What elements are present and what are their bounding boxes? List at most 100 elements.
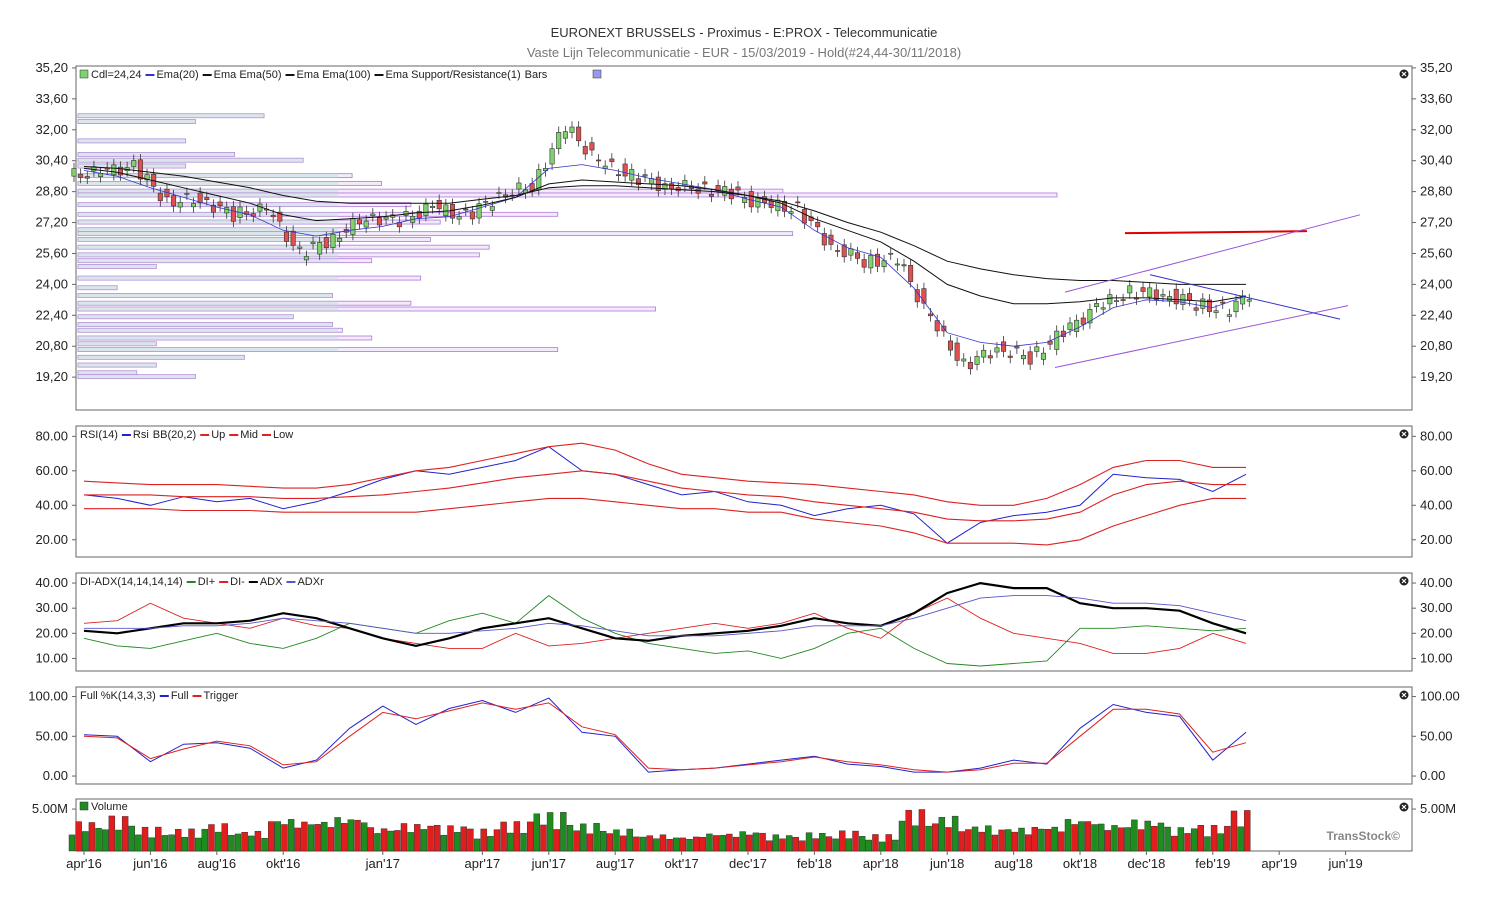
volume-bar [759, 832, 766, 852]
legend-swatch-candle [79, 69, 89, 79]
volume-bar [360, 822, 368, 852]
y-tick-label-left: 33,60 [35, 91, 68, 106]
volume-bar [606, 833, 614, 852]
volume-bar [440, 835, 448, 852]
candle-body [1147, 287, 1153, 298]
candle-body [1094, 303, 1100, 308]
volume-profile-fill [78, 158, 304, 163]
volume-bar [128, 825, 135, 852]
volume-bar [746, 834, 753, 852]
legend-swatch-volume [79, 801, 89, 811]
volume-bar [1197, 825, 1205, 852]
volume-bar [480, 828, 487, 852]
stoch-series-trigger [83, 702, 1247, 773]
volume-profile-fill [78, 152, 235, 157]
candle-body [191, 203, 197, 208]
candle-body [1040, 352, 1046, 360]
volume-bar [1018, 827, 1025, 852]
volume-bar [865, 839, 872, 852]
volume-profile-fill [78, 119, 196, 124]
volume-profile-fill [78, 335, 338, 340]
candle-body [270, 214, 276, 218]
candle-body [974, 356, 980, 365]
volume-bar [194, 837, 202, 852]
candle-body [84, 176, 90, 179]
panel-close-cross-price [1401, 71, 1407, 77]
volume-profile-bar [77, 322, 333, 327]
volume-bar [805, 832, 813, 852]
y-tick-label-left: 35,20 [35, 60, 68, 75]
x-tick-label: feb'18 [797, 856, 832, 871]
volume-profile-fill [78, 374, 196, 379]
candle-body [350, 218, 356, 235]
volume-bar [1204, 836, 1211, 852]
volume-profile-fill [78, 363, 157, 368]
x-tick-label: dec'18 [1127, 856, 1165, 871]
candle-body [1220, 301, 1226, 304]
volume-profile-fill [78, 264, 157, 269]
volume-profile-fill [78, 285, 118, 290]
volume-bar [380, 828, 388, 852]
volume-profile-fill [78, 220, 338, 225]
legend-label: Low [273, 429, 293, 441]
y-tick-label-left: 25,60 [35, 245, 68, 260]
volume-bar [75, 821, 82, 852]
x-tick-label: dec'17 [729, 856, 767, 871]
y-tick-label-left: 60.00 [35, 463, 68, 478]
candle-body [702, 181, 708, 185]
volume-bar [692, 836, 700, 852]
volume-bar [473, 838, 481, 852]
volume-bar [121, 816, 129, 852]
volume-bar [792, 836, 799, 852]
candle-body [78, 174, 84, 178]
volume-bar [978, 831, 985, 852]
volume-bar [1111, 825, 1118, 852]
panel-close-cross-stochastic [1401, 692, 1407, 698]
x-tick-label: jun'18 [929, 856, 964, 871]
volume-bar [221, 823, 228, 852]
candle-body [901, 264, 907, 267]
y-tick-label-right: 22,40 [1420, 307, 1453, 322]
volume-profile-bar [77, 138, 187, 144]
candle-body [1001, 341, 1007, 352]
volume-bar [188, 828, 195, 852]
candle-body [1240, 295, 1246, 305]
volume-bar [115, 829, 122, 852]
volume-bar [301, 821, 308, 852]
candle-body [489, 206, 495, 211]
candle-body [1087, 309, 1093, 324]
candle-body [277, 211, 283, 222]
candle-body [1153, 289, 1159, 300]
volume-profile-fill [78, 322, 333, 327]
candle-body [297, 246, 303, 249]
candle-body [742, 197, 748, 203]
candle-body [449, 204, 455, 219]
candle-body [669, 183, 675, 190]
volume-bar [812, 838, 819, 852]
volume-bar [88, 822, 96, 852]
volume-bar [1058, 831, 1065, 852]
y-tick-label-left: 32,00 [35, 122, 68, 137]
volume-profile-fill [78, 307, 338, 312]
volume-bar [108, 815, 116, 852]
volume-bar [985, 825, 992, 852]
y-tick-label-left: 28,80 [35, 184, 68, 199]
candle-body [131, 160, 137, 167]
volume-bar [766, 840, 773, 852]
volume-bar [540, 824, 547, 852]
y-tick-label-right: 80.00 [1420, 428, 1453, 443]
volume-bar [1038, 828, 1045, 852]
volume-bar [234, 833, 242, 852]
volume-bar [553, 829, 560, 852]
volume-bar [500, 821, 507, 852]
volume-bar [208, 824, 215, 852]
volume-profile-bar [77, 219, 441, 225]
volume-bar [1051, 826, 1058, 852]
candle-body [1226, 314, 1232, 317]
y-tick-label-right: 19,20 [1420, 369, 1453, 384]
legend-label: Ema Ema(50) [214, 69, 282, 81]
volume-bar [513, 821, 521, 852]
volume-bar [1237, 826, 1244, 852]
volume-bar [148, 837, 155, 852]
candle-body [1007, 355, 1013, 358]
